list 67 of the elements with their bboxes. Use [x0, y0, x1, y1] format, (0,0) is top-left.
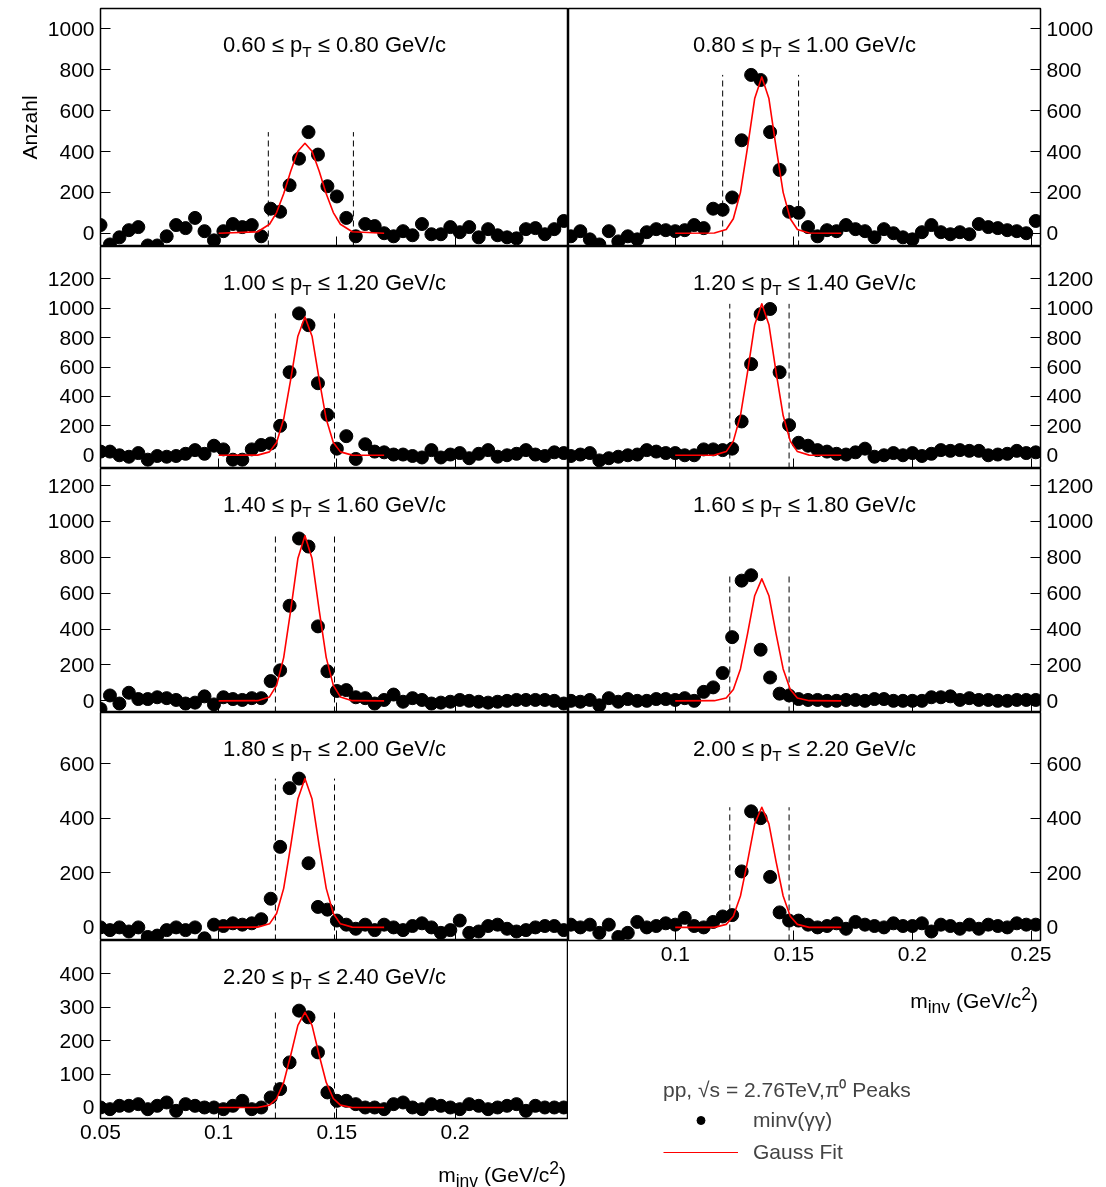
y-tick-label: 200 — [1046, 652, 1082, 676]
y-tick-label: 400 — [59, 384, 95, 408]
y-tick-label: 400 — [59, 961, 95, 985]
y-tick-label: 200 — [59, 180, 95, 204]
y-tick-label: 600 — [59, 751, 95, 775]
y-tick-label: 1200 — [1046, 266, 1094, 290]
y-tick-label: 0 — [1046, 915, 1059, 939]
y-tick-label: 200 — [59, 652, 95, 676]
x-axis-title: m$_{inv}$ (GeV/c$^{2}$) — [438, 1158, 566, 1187]
y-tick-label: 800 — [1046, 325, 1082, 349]
y-tick-label: 1200 — [1046, 473, 1094, 497]
legend-label: Gauss Fit — [753, 1140, 843, 1164]
y-tick-label: 0 — [82, 221, 95, 245]
y-tick-label: 0 — [1046, 221, 1059, 245]
x-tick-label: 0.1 — [204, 1119, 234, 1143]
y-tick-label: 400 — [1046, 617, 1082, 641]
y-tick-label: 400 — [1046, 384, 1082, 408]
y-tick-label: 0 — [82, 915, 95, 939]
y-tick-label: 200 — [59, 1028, 95, 1052]
y-tick-label: 1000 — [47, 509, 95, 533]
y-tick-label: 200 — [1046, 413, 1082, 437]
x-tick-label: 0.2 — [897, 941, 928, 965]
y-tick-label: 0 — [1046, 443, 1059, 467]
x-tick-label: 0.25 — [1010, 941, 1052, 965]
legend-label: minv(γγ) — [753, 1108, 833, 1132]
y-tick-label: 200 — [1046, 180, 1082, 204]
y-tick-label: 600 — [1046, 751, 1082, 775]
legend-title: pp, √s = 2.76TeV,π⁰ Peaks — [663, 1077, 911, 1103]
y-tick-label: 800 — [1046, 57, 1082, 81]
y-tick-label: 400 — [1046, 806, 1082, 830]
y-tick-label: 1000 — [1046, 509, 1094, 533]
x-tick-label: 0.15 — [316, 1119, 358, 1143]
y-tick-label: 600 — [59, 355, 95, 379]
y-tick-label: 200 — [59, 860, 95, 884]
y-tick-label: 0 — [1046, 688, 1059, 712]
x-tick-label: 0.2 — [440, 1119, 470, 1143]
y-tick-label: 400 — [1046, 139, 1082, 163]
x-tick-label: 0.1 — [660, 941, 690, 965]
x-axis-title: m$_{inv}$ (GeV/c$^{2}$) — [910, 983, 1038, 1020]
y-tick-label: 1000 — [47, 296, 95, 320]
y-tick-label: 800 — [1046, 545, 1082, 569]
y-tick-label: 600 — [1046, 581, 1082, 605]
y-tick-label: 1000 — [1046, 296, 1094, 320]
y-tick-label: 300 — [59, 995, 95, 1019]
y-tick-label: 1000 — [1046, 16, 1094, 40]
y-tick-label: 1000 — [47, 16, 95, 40]
y-tick-label: 400 — [59, 617, 95, 641]
y-tick-label: 1200 — [47, 266, 95, 290]
y-tick-label: 600 — [59, 581, 95, 605]
y-tick-label: 200 — [59, 413, 95, 437]
y-tick-label: 600 — [59, 98, 95, 122]
y-tick-label: 800 — [59, 57, 95, 81]
y-tick-label: 400 — [59, 806, 95, 830]
y-tick-label: 800 — [59, 325, 95, 349]
y-tick-label: 600 — [1046, 98, 1082, 122]
y-tick-label: 100 — [59, 1062, 95, 1086]
y-tick-label: 1200 — [47, 473, 95, 497]
y-tick-label: 400 — [59, 139, 95, 163]
y-tick-label: 0 — [82, 443, 95, 467]
y-axis-title: Anzahl — [17, 95, 41, 160]
y-tick-label: 0 — [82, 688, 95, 712]
y-tick-label: 0 — [82, 1095, 95, 1119]
y-tick-label: 600 — [1046, 355, 1082, 379]
y-tick-label: 800 — [59, 545, 95, 569]
x-tick-label: 0.15 — [773, 941, 815, 965]
y-tick-label: 200 — [1046, 860, 1082, 884]
x-tick-label: 0.05 — [80, 1119, 121, 1143]
